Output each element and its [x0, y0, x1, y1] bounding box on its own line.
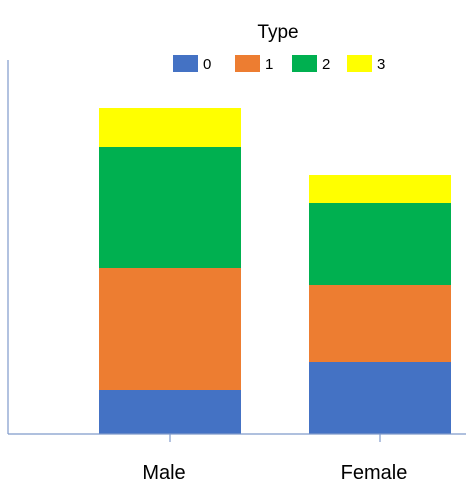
legend-label-2: 2 — [322, 56, 330, 73]
axes-group: Male Female — [7, 60, 466, 484]
legend-swatch-1 — [235, 55, 260, 72]
bar-female-type-2 — [309, 203, 451, 285]
bar-male-type-1 — [99, 268, 241, 390]
legend-label-0: 0 — [203, 56, 211, 73]
bar-female-type-3 — [309, 175, 451, 203]
bar-male-type-2 — [99, 147, 241, 268]
bar-female-type-1 — [309, 285, 451, 362]
bar-male-type-0 — [99, 390, 241, 434]
x-tick-label-female: Female — [341, 462, 408, 484]
bar-male-type-3 — [99, 108, 241, 147]
bar-female-type-0 — [309, 362, 451, 434]
legend-label-1: 1 — [265, 56, 273, 73]
legend: Type 0 1 2 3 — [173, 22, 385, 73]
legend-title: Type — [257, 22, 298, 43]
legend-swatch-3 — [347, 55, 372, 72]
x-tick-label-male: Male — [142, 462, 185, 484]
legend-swatch-2 — [292, 55, 317, 72]
legend-swatch-0 — [173, 55, 198, 72]
bars-group — [99, 108, 451, 434]
legend-label-3: 3 — [377, 56, 385, 73]
